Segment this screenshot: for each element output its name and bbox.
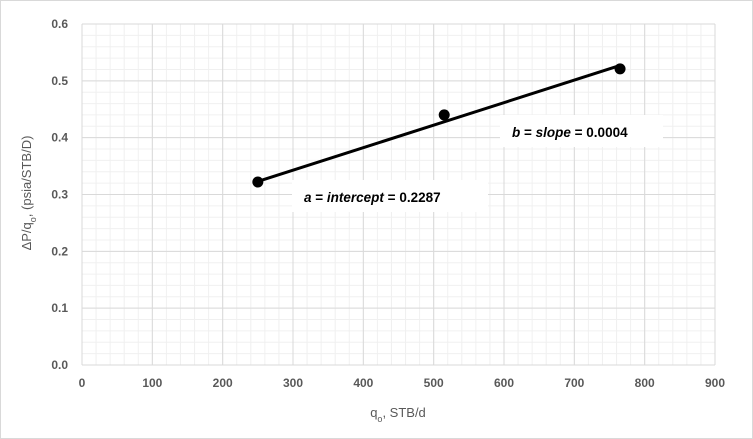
- y-tick-label: 0.6: [51, 17, 68, 31]
- trend-line: [257, 64, 621, 183]
- trend-lines: [257, 64, 621, 183]
- x-tick-label: 400: [353, 376, 373, 390]
- annotation-slope-box: [500, 115, 663, 147]
- data-point: [614, 63, 626, 75]
- annotation-intercept: a = intercept = 0.2287: [292, 180, 488, 212]
- annotation-intercept-box: [292, 180, 488, 212]
- annotation-slope: b = slope = 0.0004: [500, 115, 663, 147]
- y-tick-label: 0.2: [51, 244, 68, 258]
- data-point: [252, 176, 264, 188]
- y-tick-label: 0.3: [51, 188, 68, 202]
- x-tick-label: 100: [142, 376, 162, 390]
- x-tick-label: 300: [283, 376, 303, 390]
- annotation-intercept-text: a = intercept = 0.2287: [304, 190, 441, 205]
- data-point: [438, 109, 450, 121]
- x-axis-title: qo, STB/d: [370, 405, 426, 424]
- y-axis-ticks: 0.0 0.1 0.2 0.3 0.4 0.5 0.6: [51, 17, 68, 372]
- y-tick-label: 0.0: [51, 358, 68, 372]
- y-tick-label: 0.1: [51, 301, 68, 315]
- y-tick-label: 0.4: [51, 131, 68, 145]
- x-axis-ticks: 0 100 200 300 400 500 600 700 800 900: [79, 376, 726, 390]
- x-tick-label: 600: [494, 376, 514, 390]
- annotation-slope-text: b = slope = 0.0004: [512, 125, 628, 140]
- data-points: [252, 63, 626, 188]
- y-axis-title: ΔP/qo, (psia/STB/D): [19, 136, 38, 251]
- x-tick-label: 800: [635, 376, 655, 390]
- x-tick-label: 0: [79, 376, 86, 390]
- x-tick-label: 500: [424, 376, 444, 390]
- x-tick-label: 200: [213, 376, 233, 390]
- y-tick-label: 0.5: [51, 74, 68, 88]
- x-tick-label: 900: [705, 376, 725, 390]
- x-tick-label: 700: [564, 376, 584, 390]
